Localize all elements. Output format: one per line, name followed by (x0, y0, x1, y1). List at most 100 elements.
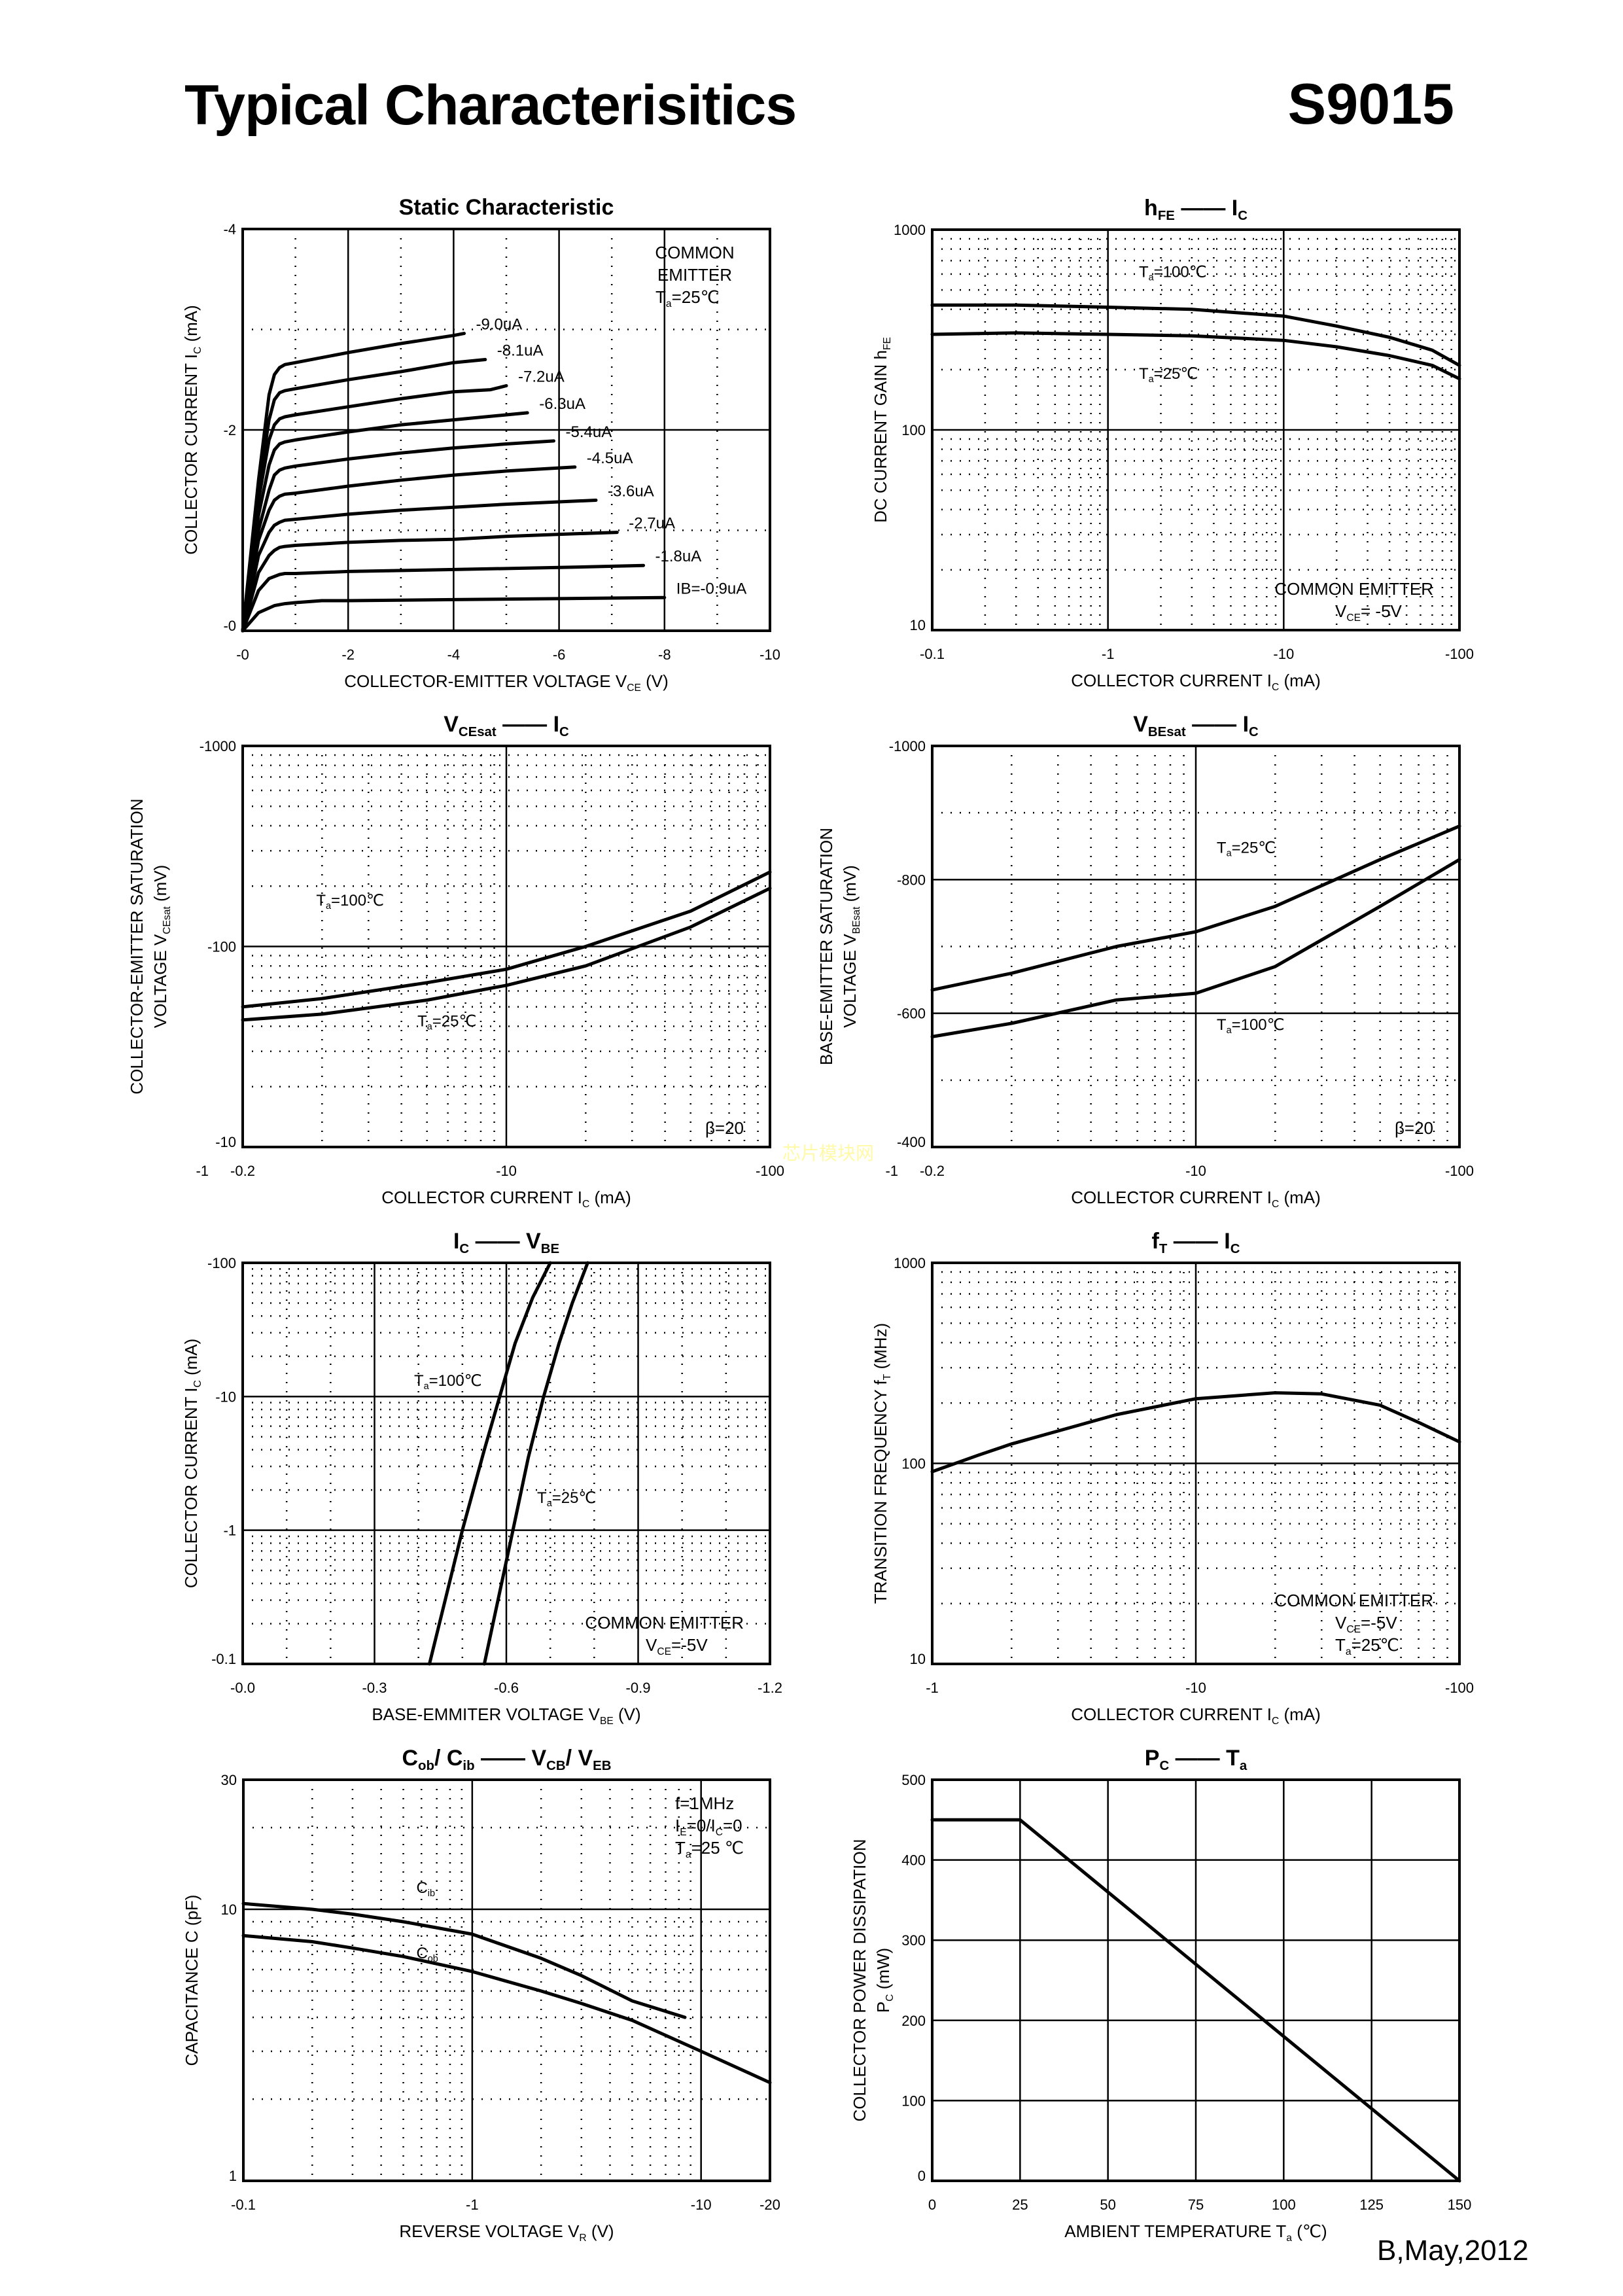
y-tick-label: 100 (901, 2093, 926, 2109)
x-tick-label: -100 (1445, 646, 1474, 662)
plot-frame (241, 1262, 771, 1665)
y-axis-label-2: PC (mW) (873, 1948, 896, 2013)
series-line-6 (241, 499, 598, 633)
x-tick-label: -1 (466, 2197, 479, 2213)
x-tick-label: -20 (759, 2197, 780, 2213)
series-label: -7.2uA (518, 368, 565, 385)
annotation-condition: Ta=25℃ (1335, 1635, 1399, 1657)
y-axis-label: TRANSITION FREQUENCY fT (MHz) (871, 1323, 893, 1604)
plot-frame (931, 1262, 1461, 1665)
x-tick-label: -4 (447, 646, 461, 663)
x-tick-label: -2 (341, 646, 355, 663)
annotation-condition: VCE=-5V (646, 1635, 708, 1657)
curve-label: Ta=100℃ (1217, 1016, 1285, 1036)
curve-label: Ta=100℃ (1139, 263, 1207, 283)
y-axis-label: COLLECTOR-EMITTER SATURATION (127, 798, 147, 1094)
annotation-text: COMMON (655, 243, 734, 262)
series-label: IB=-0.9uA (676, 580, 746, 597)
annotation-text: COMMON EMITTER (585, 1613, 744, 1633)
x-tick-label: -0.2 (230, 1163, 255, 1179)
x-tick-label: -10 (691, 2197, 712, 2213)
chart-cap: Cob/ Cib —— VCB/ VEB -0.1 -1 -10 -20 1 10 30 REV… (182, 1746, 780, 2244)
annotation-text: β=20 (705, 1118, 744, 1138)
plot-frame (931, 745, 1461, 1148)
x-tick-label-overlay: -1 (196, 1163, 209, 1179)
x-tick-label: -6 (553, 646, 566, 663)
y-tick-label: -1000 (200, 738, 236, 754)
chart-vbesat: VBEsat —— IC -0.2 -10 -100 -1 -400 -600 -800 -10… (816, 712, 1474, 1210)
x-axis-label: COLLECTOR CURRENT IC (mA) (1071, 671, 1321, 693)
series-label: -8.1uA (497, 342, 544, 360)
chart-static: Static Characteristic -0 -2 -4 -6 -8 -10 -0 -2 -4… (181, 195, 780, 694)
y-axis-label: COLLECTOR CURRENT IC (mA) (181, 1339, 203, 1589)
y-axis-label: DC CURRENT GAIN hFE (871, 337, 893, 523)
y-axis-label: CAPACITANCE C (pF) (182, 1895, 201, 2066)
series-line-1 (241, 1934, 772, 2085)
curve-label: Cib (416, 1879, 435, 1899)
y-axis-label-2: VOLTAGE VCEsat (mV) (150, 865, 173, 1029)
series-line-1 (241, 887, 772, 1022)
series-label: -4.5uA (587, 450, 633, 467)
y-tick-label: 10 (910, 1651, 926, 1667)
x-tick-label: -0.0 (230, 1680, 255, 1696)
y-tick-label: -800 (897, 872, 926, 888)
series-line-1 (930, 858, 1461, 1038)
y-tick-label: -600 (897, 1006, 926, 1022)
x-tick-label: -0 (236, 646, 249, 663)
x-axis-label: COLLECTOR CURRENT IC (mA) (1071, 1704, 1321, 1727)
y-tick-label: 500 (901, 1772, 926, 1788)
x-tick-label: -8 (658, 646, 671, 663)
y-tick-label: 200 (901, 2013, 926, 2029)
annotation-text: EMITTER (657, 265, 732, 285)
y-tick-label: 1000 (894, 1255, 926, 1271)
series-line-0 (930, 824, 1461, 992)
x-tick-label: 0 (928, 2197, 936, 2213)
x-tick-label: 25 (1012, 2197, 1028, 2213)
y-tick-label: -0.1 (211, 1651, 236, 1667)
series-line-7 (241, 531, 619, 633)
annotation-condition: VCE=-5V (1335, 1613, 1397, 1635)
annotation-condition: Ta=25℃ (655, 287, 720, 309)
chart-title: Static Characteristic (399, 195, 614, 220)
series-label: -9.0uA (476, 316, 523, 334)
y-tick-label: 1000 (894, 222, 926, 238)
x-axis-label: REVERSE VOLTAGE VR (V) (399, 2221, 614, 2244)
chart-hfe: hFE —— IC -0.1 -1 -10 -100 10 100 1000 COLLECTOR… (871, 196, 1474, 693)
series-line-0 (930, 1391, 1461, 1474)
chart-title: Cob/ Cib —— VCB/ VEB (402, 1746, 611, 1773)
y-tick-label: 100 (901, 1456, 926, 1472)
curve-label: Ta=100℃ (414, 1372, 482, 1392)
series-line-0 (930, 303, 1461, 367)
x-tick-label: -0.1 (231, 2197, 256, 2213)
curve-label: Ta=25℃ (537, 1489, 596, 1509)
x-axis-label: COLLECTOR CURRENT IC (mA) (381, 1188, 631, 1210)
curve-label: Ta=100℃ (316, 892, 384, 911)
series-line-0 (241, 1901, 687, 2019)
chart-icvbe: IC —— VBE -0.0 -0.3 -0.6 -0.9 -1.2 -0.1 -1 -10 -1… (181, 1229, 782, 1727)
y-tick-label: -100 (207, 1255, 236, 1271)
y-axis-label: BASE-EMITTER SATURATION (816, 828, 836, 1065)
y-tick-label: 30 (221, 1772, 237, 1788)
chart-title: hFE —— IC (1144, 196, 1248, 223)
x-tick-label: -10 (496, 1163, 517, 1179)
annotation-condition: Ta=25 ℃ (675, 1838, 744, 1860)
x-tick-label: -100 (1445, 1680, 1474, 1696)
watermark: 芯片模块网 (782, 1142, 875, 1164)
x-tick-label: 125 (1359, 2197, 1384, 2213)
x-tick-label: -0.3 (362, 1680, 387, 1696)
x-tick-label-overlay: -1 (885, 1163, 898, 1179)
annotation-condition: IE=0/IC=0 (675, 1816, 742, 1838)
y-tick-label: 400 (901, 1852, 926, 1869)
y-tick-label: -1 (223, 1523, 236, 1539)
x-tick-label: 75 (1188, 2197, 1204, 2213)
y-tick-label: -10 (215, 1388, 236, 1405)
x-tick-label: -0.6 (494, 1680, 519, 1696)
series-label: -1.8uA (655, 548, 702, 565)
y-tick-label: -100 (207, 939, 236, 955)
chart-title: fT —— IC (1152, 1229, 1240, 1256)
annotation-condition: VCE= -5V (1335, 601, 1403, 624)
x-axis-label: AMBIENT TEMPERATURE Ta (℃) (1064, 2221, 1327, 2244)
x-tick-label: -1.2 (758, 1680, 782, 1696)
chart-vcesat: VCEsat —— IC -0.2 -10 -100 -1 -10 -100 -1000 COL… (127, 712, 784, 1210)
curve-label: Ta=25℃ (1139, 365, 1198, 385)
